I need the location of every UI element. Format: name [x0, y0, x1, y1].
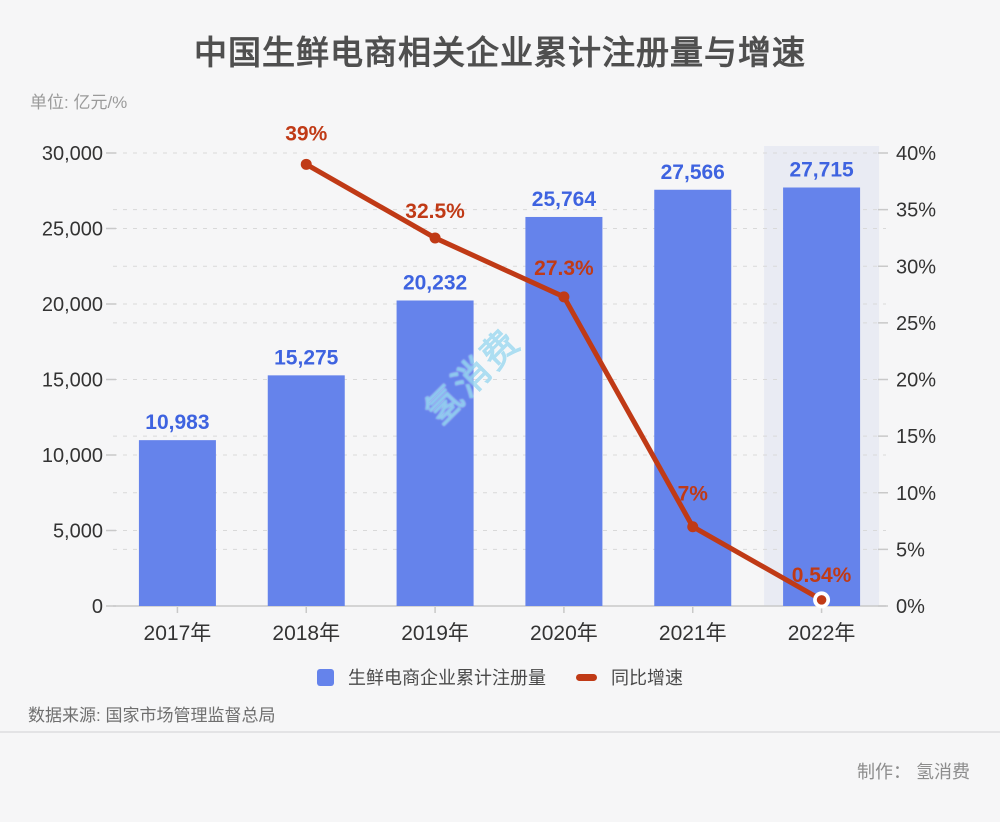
x-axis-label: 2022年: [788, 622, 856, 645]
right-axis-tick-label: 35%: [896, 200, 936, 222]
legend-item-bar: 生鲜电商企业累计注册量: [317, 664, 546, 690]
growth-value-label: 7%: [678, 483, 709, 506]
bar-2022年: [783, 187, 861, 607]
legend-item-line: 同比增速: [576, 664, 683, 690]
left-axis-tick-label: 5,000: [53, 521, 103, 543]
right-axis-tick-label: 25%: [896, 313, 936, 335]
left-axis-tick-label: 0: [92, 596, 103, 618]
left-axis-tick-label: 15,000: [42, 370, 103, 392]
right-axis-tick-label: 20%: [896, 370, 936, 392]
bar-series-label: 生鲜电商企业累计注册量: [348, 668, 546, 688]
left-axis-tick-label: 25,000: [42, 219, 103, 241]
x-axis-label: 2018年: [272, 622, 340, 645]
line-point: [558, 291, 570, 303]
line-point: [816, 595, 827, 605]
bar-value-label: 25,764: [532, 188, 597, 211]
right-axis-tick-label: 10%: [896, 483, 936, 505]
bar-2017年: [138, 440, 216, 606]
bar-value-label: 27,715: [789, 159, 854, 182]
bar-series-swatch: [317, 668, 334, 686]
bar-2018年: [267, 375, 345, 606]
growth-value-label: 39%: [285, 122, 327, 145]
x-axis-label: 2021年: [659, 622, 727, 645]
bar-value-label: 20,232: [403, 271, 467, 294]
line-point: [300, 158, 312, 170]
line-series-label: 同比增速: [611, 668, 683, 688]
bar-value-label: 15,275: [274, 346, 339, 369]
growth-value-label: 0.54%: [792, 564, 852, 587]
line-series-swatch: [576, 673, 597, 681]
chart-title: 中国生鲜电商相关企业累计注册量与增速: [194, 34, 806, 71]
legend: 生鲜电商企业累计注册量 同比增速: [0, 664, 1000, 690]
combo-chart: 0 5,000 10,000 15,000 20,000 25,000 30,000 0% 5%…: [42, 122, 936, 645]
left-axis-tick-label: 20,000: [42, 294, 103, 316]
footer-divider: [0, 731, 1000, 733]
line-point: [687, 521, 699, 533]
right-axis-tick-label: 30%: [896, 256, 936, 278]
growth-value-label: 27.3%: [534, 257, 594, 280]
x-axis-label: 2019年: [401, 622, 469, 645]
x-axis-label: 2017年: [144, 622, 212, 645]
right-axis-tick-label: 5%: [896, 539, 925, 561]
right-axis-tick-label: 15%: [896, 426, 936, 448]
bar-value-label: 10,983: [145, 411, 209, 434]
growth-value-label: 32.5%: [405, 200, 465, 223]
x-axis-label: 2020年: [530, 622, 598, 645]
left-axis-tick-label: 30,000: [42, 143, 103, 165]
bar-2019年: [396, 300, 474, 606]
data-source: 数据来源: 国家市场管理监督总局: [28, 706, 276, 725]
bar-2021年: [654, 189, 732, 606]
bar-value-label: 27,566: [661, 161, 725, 184]
right-axis-tick-label: 0%: [896, 596, 925, 618]
line-point: [429, 232, 441, 244]
right-axis-tick-label: 40%: [896, 143, 936, 165]
unit-label: 单位: 亿元/%: [30, 93, 128, 112]
left-axis-tick-label: 10,000: [42, 445, 103, 467]
bar-2020年: [525, 216, 603, 606]
credit: 制作： 氢消费: [856, 762, 970, 782]
